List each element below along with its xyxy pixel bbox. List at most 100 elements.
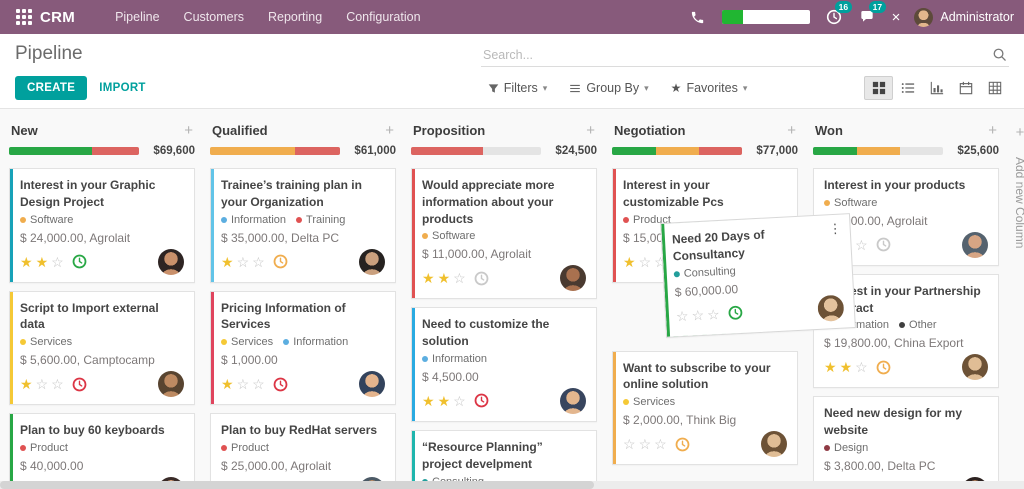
salesperson-avatar[interactable]	[158, 371, 184, 398]
column-progressbar[interactable]	[612, 147, 742, 155]
activity-clock-icon[interactable]	[876, 237, 891, 252]
priority-star-icon[interactable]: ☆	[706, 305, 721, 323]
salesperson-avatar[interactable]	[158, 248, 184, 275]
horizontal-scrollbar[interactable]	[0, 481, 1024, 489]
priority-star-icon[interactable]: ☆	[51, 253, 64, 270]
activity-clock-icon[interactable]	[727, 305, 743, 321]
priority-star-icon[interactable]: ☆	[855, 236, 868, 253]
priority-star-icon[interactable]: ★	[437, 270, 451, 287]
activity-clock-icon[interactable]	[474, 271, 489, 286]
salesperson-avatar[interactable]	[560, 387, 586, 414]
search-input[interactable]	[483, 47, 992, 62]
salesperson-avatar[interactable]	[962, 231, 988, 258]
priority-star-icon[interactable]: ☆	[638, 436, 652, 453]
favorites-dropdown[interactable]: ★ Favorites ▾	[671, 81, 748, 95]
kanban-card[interactable]: ⋮ Pricing Information of Services Servic…	[210, 290, 396, 406]
priority-star-icon[interactable]: ☆	[638, 253, 652, 270]
kanban-card[interactable]: ⋮ Need new design for my website Design …	[813, 396, 999, 489]
progress-segment[interactable]	[9, 147, 93, 155]
activity-clock-icon[interactable]	[72, 377, 87, 392]
card-kebab-icon[interactable]: ⋮	[828, 220, 843, 237]
kanban-card[interactable]: ⋮ Would appreciate more information abou…	[411, 168, 597, 300]
priority-star-icon[interactable]: ☆	[236, 253, 250, 270]
menu-customers[interactable]: Customers	[183, 10, 244, 24]
kanban-card[interactable]: ⋮ Need to customize the solution Informa…	[411, 307, 597, 422]
progress-segment[interactable]	[411, 147, 483, 155]
add-column-plus-icon[interactable]: +	[1015, 124, 1024, 141]
progress-segment[interactable]	[656, 147, 700, 155]
activity-clock-icon[interactable]	[273, 377, 288, 392]
priority-star-icon[interactable]: ☆	[453, 270, 466, 287]
progress-segment[interactable]	[612, 147, 657, 155]
close-icon[interactable]: ×	[891, 8, 901, 26]
column-quick-add-icon[interactable]: +	[988, 122, 997, 139]
priority-star-icon[interactable]: ☆	[252, 376, 265, 393]
salesperson-avatar[interactable]	[761, 431, 787, 458]
search-icon[interactable]	[992, 47, 1007, 62]
progress-segment[interactable]	[294, 147, 340, 155]
progress-segment[interactable]	[813, 147, 858, 155]
priority-star-icon[interactable]: ★	[221, 376, 234, 393]
priority-star-icon[interactable]: ☆	[453, 392, 466, 409]
calendar-view-button[interactable]	[951, 76, 980, 100]
import-button[interactable]: IMPORT	[87, 76, 158, 100]
menu-reporting[interactable]: Reporting	[267, 10, 323, 24]
kanban-card[interactable]: ⋮ Trainee’s training plan in your Organi…	[210, 168, 396, 283]
priority-star-icon[interactable]: ☆	[855, 359, 868, 376]
activity-clock-icon[interactable]	[675, 437, 690, 452]
kanban-card[interactable]: ⋮ “Resource Planning” project develpment…	[411, 429, 597, 489]
progress-segment[interactable]	[699, 147, 742, 155]
priority-star-icon[interactable]: ★	[623, 253, 636, 270]
priority-star-icon[interactable]: ☆	[35, 376, 49, 393]
column-progressbar[interactable]	[210, 147, 340, 155]
kanban-view-button[interactable]	[864, 76, 893, 100]
activity-clock-icon[interactable]	[474, 393, 489, 408]
priority-star-icon[interactable]: ★	[20, 376, 33, 393]
priority-star-icon[interactable]: ☆	[252, 253, 265, 270]
list-view-button[interactable]	[893, 76, 922, 100]
activity-clock-icon[interactable]	[876, 360, 891, 375]
salesperson-avatar[interactable]	[359, 371, 385, 398]
usage-timer-bar[interactable]	[721, 10, 810, 24]
column-quick-add-icon[interactable]: +	[385, 122, 394, 139]
kanban-card[interactable]: ⋮ Plan to buy RedHat servers Product $ 2…	[210, 413, 396, 489]
messages-icon[interactable]: 17	[858, 1, 886, 27]
priority-star-icon[interactable]: ★	[422, 392, 435, 409]
pivot-view-button[interactable]	[980, 76, 1009, 100]
column-progressbar[interactable]	[813, 147, 943, 155]
priority-star-icon[interactable]: ☆	[691, 306, 705, 324]
salesperson-avatar[interactable]	[817, 294, 845, 322]
priority-star-icon[interactable]: ★	[20, 253, 33, 270]
column-progressbar[interactable]	[411, 147, 541, 155]
priority-star-icon[interactable]: ★	[221, 253, 234, 270]
scrollbar-thumb[interactable]	[0, 481, 594, 489]
kanban-card[interactable]: ⋮ Want to subscribe to your online solut…	[612, 350, 798, 466]
activities-icon[interactable]: 16	[824, 1, 852, 27]
column-quick-add-icon[interactable]: +	[184, 122, 193, 139]
priority-star-icon[interactable]: ☆	[623, 436, 636, 453]
priority-star-icon[interactable]: ☆	[51, 376, 64, 393]
priority-star-icon[interactable]: ☆	[654, 436, 667, 453]
priority-star-icon[interactable]: ★	[824, 359, 837, 376]
group-by-dropdown[interactable]: Group By ▾	[569, 81, 649, 95]
graph-view-button[interactable]	[922, 76, 951, 100]
create-button[interactable]: CREATE	[15, 76, 88, 100]
priority-star-icon[interactable]: ★	[35, 253, 49, 270]
priority-star-icon[interactable]: ★	[422, 270, 435, 287]
filters-dropdown[interactable]: Filters ▾	[488, 81, 547, 95]
kanban-card[interactable]: ⋮ Interest in your Graphic Design Projec…	[9, 168, 195, 283]
column-quick-add-icon[interactable]: +	[586, 122, 595, 139]
menu-pipeline[interactable]: Pipeline	[115, 10, 160, 24]
phone-icon[interactable]	[688, 7, 708, 27]
apps-menu-icon[interactable]	[16, 9, 32, 25]
dragged-kanban-card[interactable]: ⋮ Need 20 Days of Consultancy Consulting…	[660, 213, 856, 338]
priority-star-icon[interactable]: ★	[437, 392, 451, 409]
menu-configuration[interactable]: Configuration	[346, 10, 421, 24]
kanban-card[interactable]: ⋮ Plan to buy 60 keyboards Product $ 40,…	[9, 413, 195, 489]
priority-star-icon[interactable]: ☆	[236, 376, 250, 393]
activity-clock-icon[interactable]	[72, 254, 87, 269]
salesperson-avatar[interactable]	[962, 354, 988, 381]
salesperson-avatar[interactable]	[359, 248, 385, 275]
salesperson-avatar[interactable]	[560, 265, 586, 292]
column-quick-add-icon[interactable]: +	[787, 122, 796, 139]
